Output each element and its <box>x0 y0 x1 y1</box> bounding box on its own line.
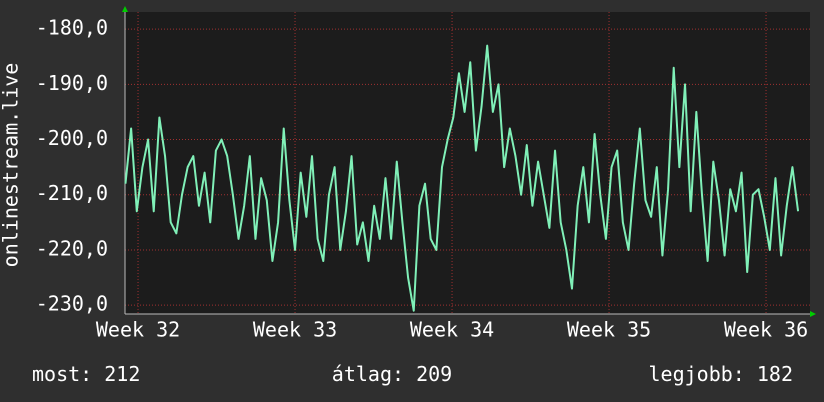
x-tick-label: Week 36 <box>724 318 808 342</box>
x-tick-label: Week 34 <box>410 318 494 342</box>
stat: átlag: 209 <box>332 362 452 386</box>
data-line <box>124 44 800 312</box>
stat-label: most: <box>32 362 92 386</box>
x-tick-label: Week 32 <box>96 318 180 342</box>
stat-value: 209 <box>416 362 452 386</box>
stat-label: legjobb: <box>649 362 745 386</box>
stat-value: 182 <box>757 362 793 386</box>
stat: legjobb: 182 <box>649 362 794 386</box>
stat: most: 212 <box>32 362 140 386</box>
y-tick-label: -230,0 <box>36 292 108 316</box>
y-tick-label: -220,0 <box>36 236 108 260</box>
x-axis-arrow <box>810 311 816 317</box>
y-tick-label: -180,0 <box>36 16 108 40</box>
y-tick-label: -200,0 <box>36 126 108 150</box>
stat-value: 212 <box>104 362 140 386</box>
y-tick-label: -190,0 <box>36 71 108 95</box>
stat-label: átlag: <box>332 362 404 386</box>
plot-area <box>125 12 810 314</box>
y-tick-label: -210,0 <box>36 181 108 205</box>
x-tick-label: Week 33 <box>253 318 337 342</box>
x-tick-label: Week 35 <box>567 318 651 342</box>
y-axis-arrow <box>122 6 128 12</box>
y-axis-label: onlinestream.live <box>0 63 23 268</box>
